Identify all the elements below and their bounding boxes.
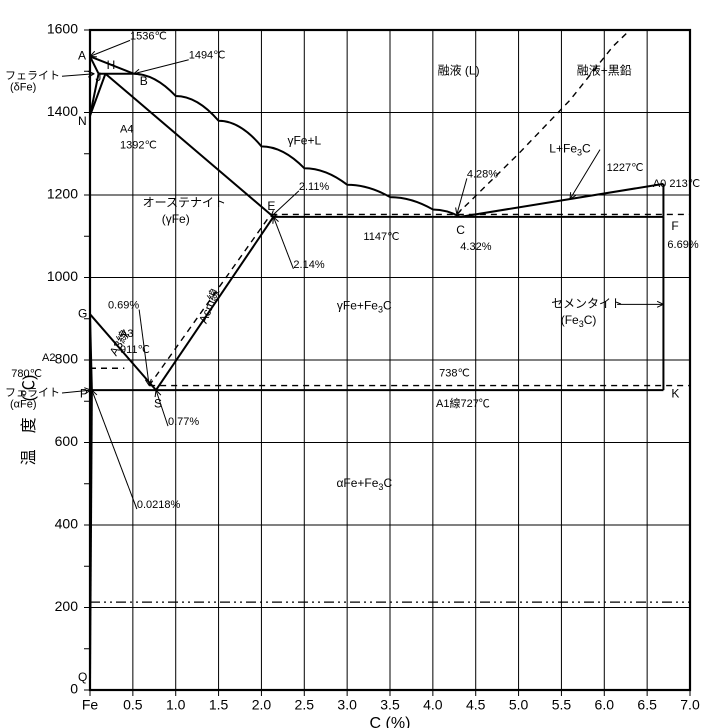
svg-text:融液 (L): 融液 (L) (438, 62, 480, 77)
svg-text:800: 800 (55, 351, 79, 367)
svg-text:780℃: 780℃ (11, 368, 42, 380)
svg-text:1536℃: 1536℃ (130, 30, 167, 42)
svg-text:フェライト: フェライト (5, 70, 60, 82)
svg-text:A: A (78, 49, 86, 63)
svg-text:1227℃: 1227℃ (607, 162, 644, 174)
svg-text:400: 400 (55, 516, 79, 532)
svg-text:4.28%: 4.28% (467, 168, 498, 180)
svg-text:1600: 1600 (47, 21, 78, 37)
svg-text:H: H (107, 58, 116, 72)
svg-text:1200: 1200 (47, 186, 78, 202)
svg-text:6.0: 6.0 (595, 697, 615, 713)
svg-text:Fe: Fe (82, 697, 99, 713)
svg-text:αFe+Fe3C: αFe+Fe3C (336, 476, 392, 492)
svg-text:E: E (267, 199, 275, 213)
svg-text:2.14%: 2.14% (293, 259, 324, 271)
svg-text:(γFe): (γFe) (162, 212, 190, 226)
svg-text:フェライト: フェライト (5, 387, 60, 399)
svg-text:5.0: 5.0 (509, 697, 529, 713)
svg-text:セメンタイト: セメンタイト (551, 296, 623, 310)
svg-text:N: N (78, 114, 87, 128)
svg-text:B: B (140, 74, 148, 88)
svg-text:3.5: 3.5 (380, 697, 400, 713)
svg-text:0: 0 (70, 681, 78, 697)
svg-text:F: F (671, 219, 678, 233)
svg-text:γFe+Fe3C: γFe+Fe3C (337, 299, 392, 315)
svg-text:5.5: 5.5 (552, 697, 572, 713)
svg-text:(αFe): (αFe) (10, 398, 37, 410)
svg-text:1147℃: 1147℃ (363, 231, 399, 243)
svg-text:A2: A2 (42, 352, 55, 364)
svg-text:0.0218%: 0.0218% (137, 499, 181, 511)
svg-text:1.0: 1.0 (166, 697, 186, 713)
svg-text:2.0: 2.0 (252, 697, 272, 713)
svg-text:G: G (78, 306, 87, 320)
svg-text:(δFe): (δFe) (10, 82, 36, 94)
svg-text:L+Fe3C: L+Fe3C (549, 142, 591, 158)
svg-text:7.0: 7.0 (680, 697, 700, 713)
svg-text:K: K (671, 386, 679, 400)
svg-text:A4: A4 (120, 124, 133, 136)
svg-text:738℃: 738℃ (439, 367, 470, 379)
svg-text:(Fe3C): (Fe3C) (561, 313, 597, 329)
svg-text:4.0: 4.0 (423, 697, 443, 713)
svg-text:γFe+L: γFe+L (287, 134, 321, 148)
svg-text:J: J (95, 70, 101, 84)
svg-text:A0 213℃: A0 213℃ (653, 178, 700, 190)
svg-text:C (%): C (%) (370, 715, 411, 728)
svg-text:4.32%: 4.32% (460, 241, 491, 253)
svg-text:200: 200 (55, 598, 79, 614)
svg-text:2.5: 2.5 (295, 697, 315, 713)
svg-text:1494℃: 1494℃ (189, 50, 226, 62)
svg-text:0.77%: 0.77% (168, 416, 199, 428)
svg-text:Q: Q (78, 670, 87, 684)
svg-text:1392℃: 1392℃ (120, 140, 157, 152)
svg-text:4.5: 4.5 (466, 697, 486, 713)
svg-text:600: 600 (55, 433, 79, 449)
svg-text:A1線727℃: A1線727℃ (436, 396, 490, 410)
svg-text:1400: 1400 (47, 103, 78, 119)
svg-text:融液+黒鉛: 融液+黒鉛 (577, 62, 632, 77)
svg-text:6.5: 6.5 (637, 697, 657, 713)
svg-text:0.69%: 0.69% (108, 299, 139, 311)
svg-text:6.69%: 6.69% (667, 239, 698, 251)
svg-text:0.5: 0.5 (123, 697, 143, 713)
svg-text:2.11%: 2.11% (299, 181, 330, 193)
svg-text:オーステナイト: オーステナイト (143, 195, 226, 209)
svg-text:C: C (456, 223, 465, 237)
svg-text:1.5: 1.5 (209, 697, 229, 713)
svg-text:1000: 1000 (47, 268, 78, 284)
svg-text:3.0: 3.0 (337, 697, 357, 713)
